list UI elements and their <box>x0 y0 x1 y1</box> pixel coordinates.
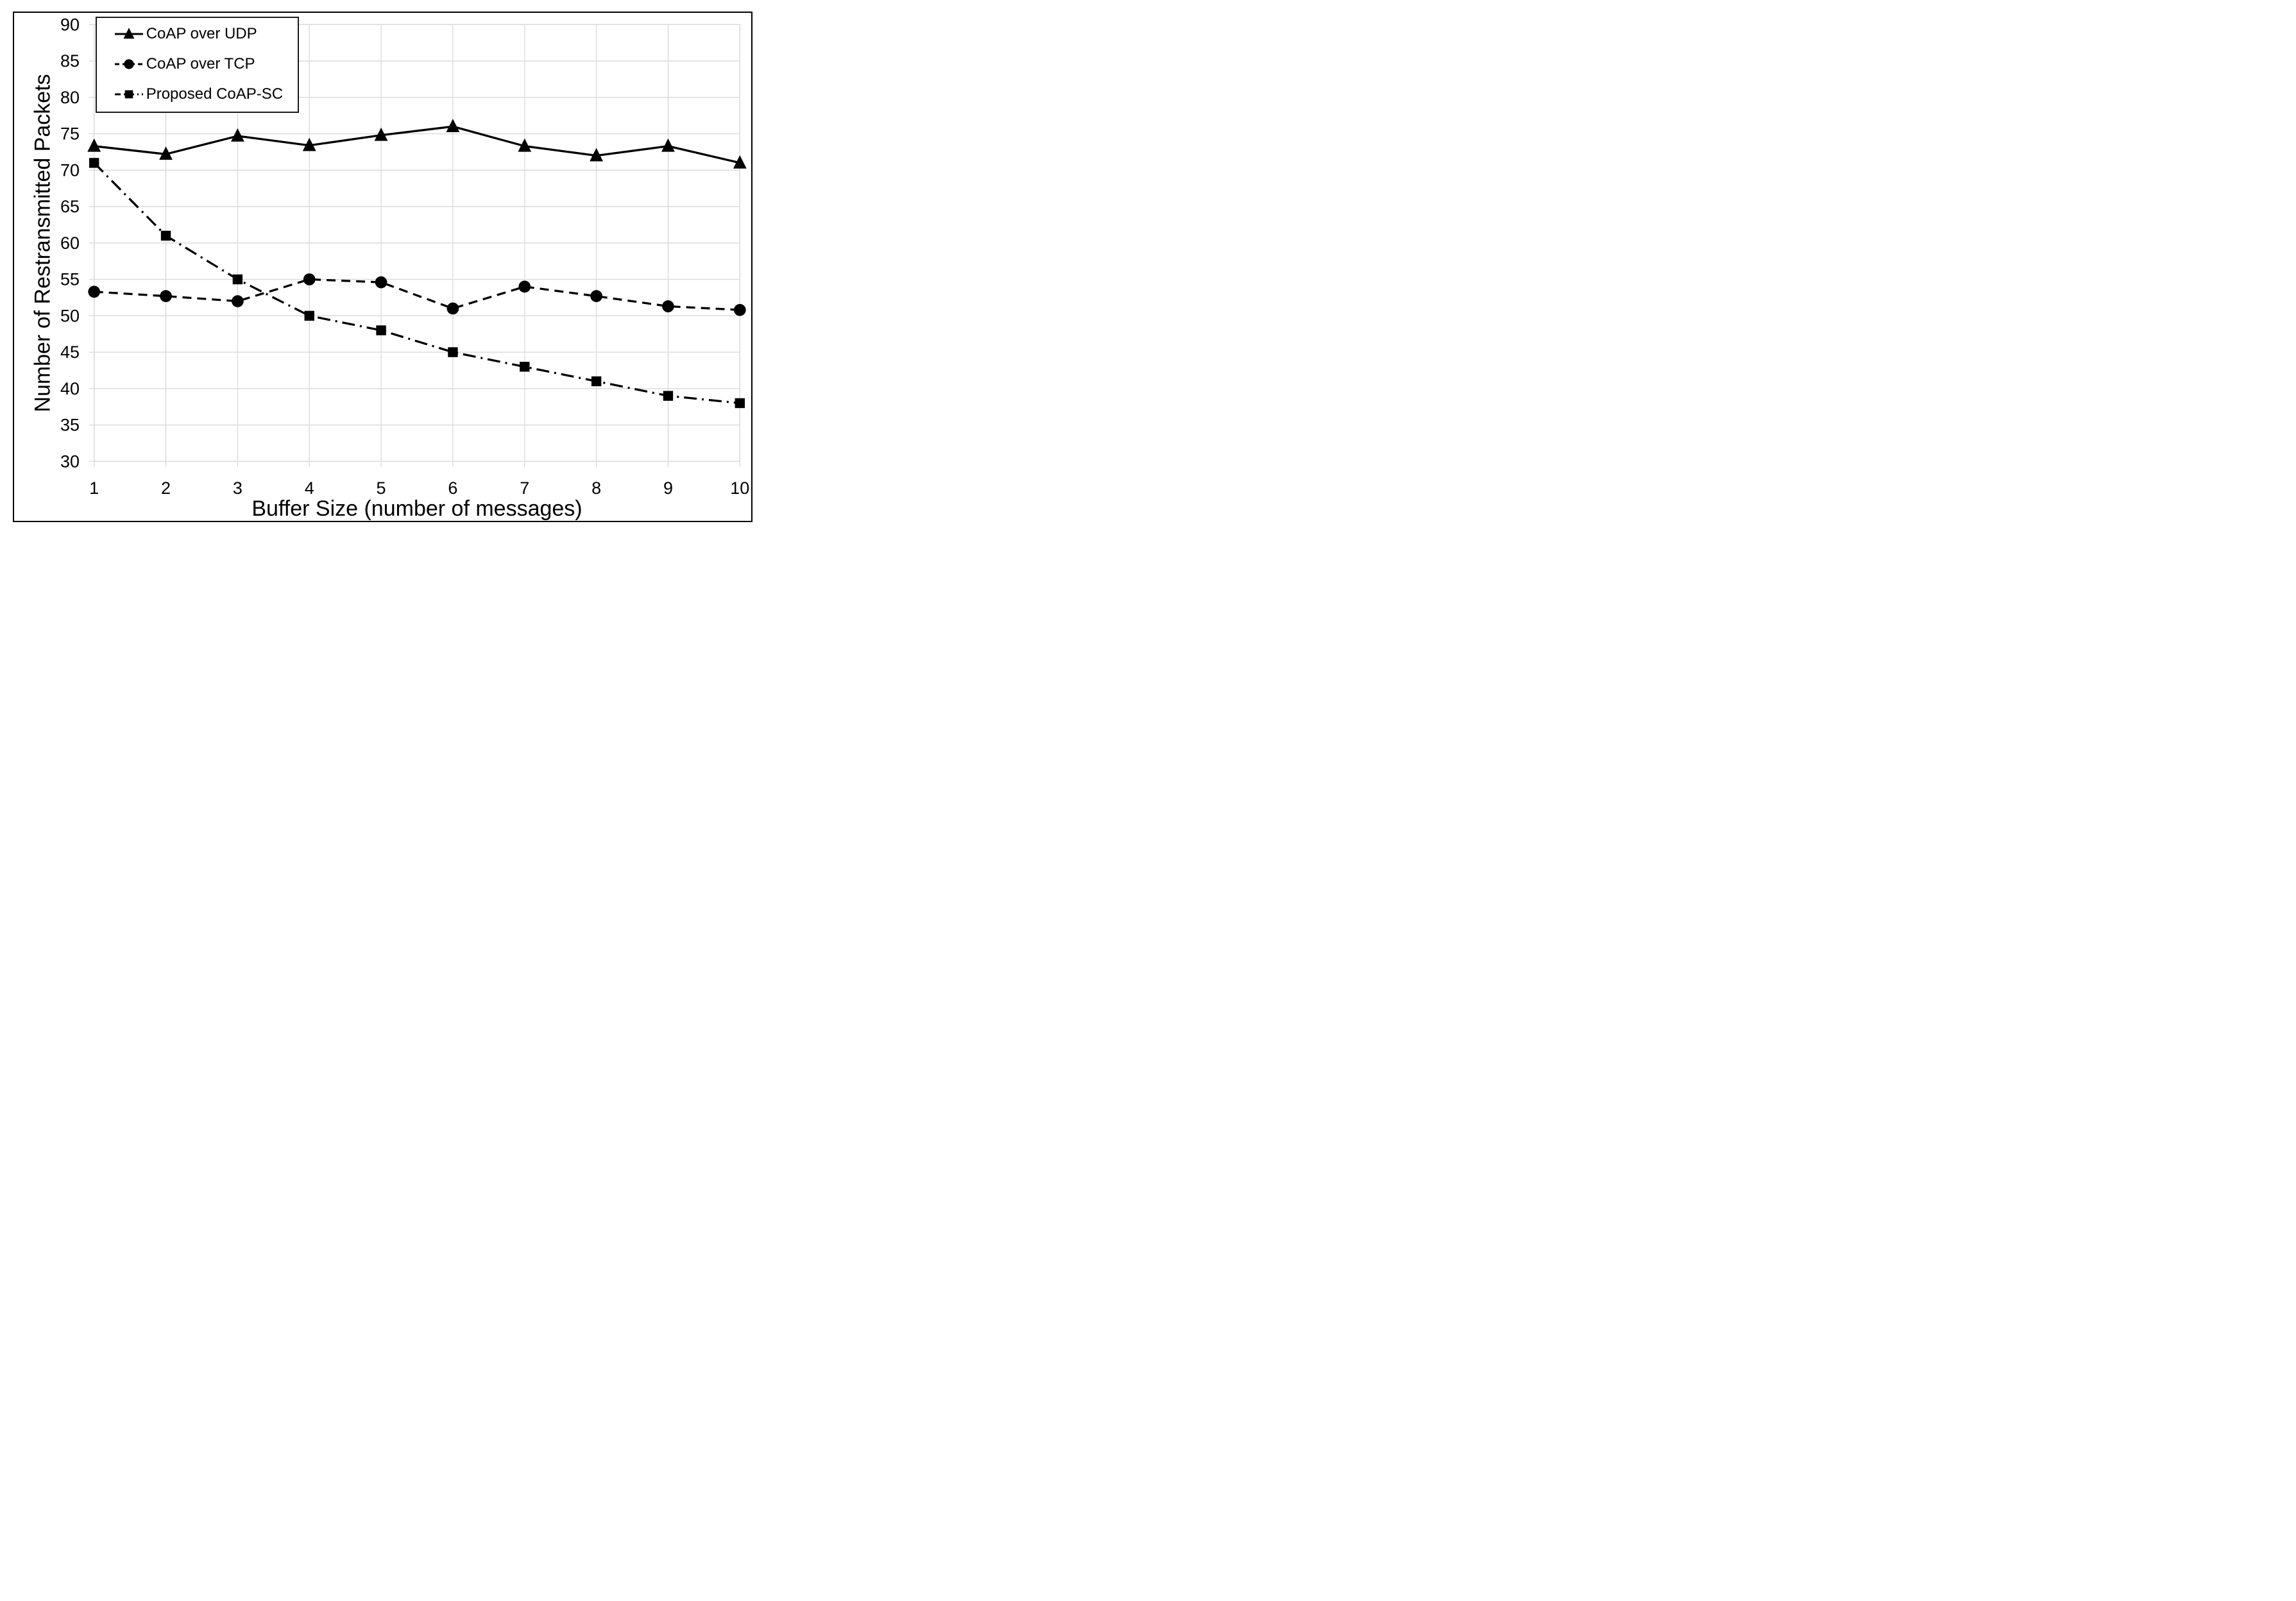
legend-label: CoAP over TCP <box>146 55 255 73</box>
legend-entry-proposed-coap-sc: Proposed CoAP-SC <box>114 83 294 105</box>
line-chart-figure: 30 35 40 45 50 55 60 65 70 75 80 85 90 1 2 3 4 5 6 7 8 9 10 Bu… <box>0 0 765 534</box>
data-point-marker-proposed-coap-sc <box>520 362 530 372</box>
y-tick-label: 70 <box>60 160 80 180</box>
data-point-marker-coap-over-udp <box>87 138 101 152</box>
x-tick-label: 10 <box>730 479 749 498</box>
legend-sample-marker <box>123 28 135 39</box>
data-point-marker-coap-over-tcp <box>662 300 674 312</box>
y-tick-label: 60 <box>60 233 80 253</box>
data-point-marker-coap-over-tcp <box>160 290 172 303</box>
legend-entry-coap-over-udp: CoAP over UDP <box>114 23 294 45</box>
data-point-marker-coap-over-udp <box>374 127 388 141</box>
data-point-marker-proposed-coap-sc <box>376 325 386 335</box>
data-point-marker-coap-over-udp <box>590 148 604 162</box>
series-line-coap-over-udp <box>94 125 740 164</box>
legend-sample-marker <box>124 59 134 69</box>
data-point-marker-proposed-coap-sc <box>304 310 314 321</box>
data-point-marker-coap-over-udp <box>661 138 675 152</box>
data-point-marker-proposed-coap-sc <box>232 274 243 285</box>
data-point-marker-coap-over-udp <box>446 119 460 133</box>
data-point-marker-proposed-coap-sc <box>448 347 458 357</box>
data-point-marker-coap-over-tcp <box>446 302 459 315</box>
y-tick-label: 90 <box>60 15 80 34</box>
legend-marker-triangle-icon <box>114 28 143 39</box>
y-tick-label: 35 <box>60 416 80 435</box>
data-point-marker-coap-over-tcp <box>375 276 387 289</box>
legend-label: Proposed CoAP-SC <box>146 85 284 103</box>
series-proposed-coap-sc <box>89 158 745 409</box>
x-tick-label: 9 <box>663 479 673 498</box>
plot-border <box>94 24 740 462</box>
data-point-marker-coap-over-udp <box>518 138 532 152</box>
x-tick-label: 7 <box>520 479 529 498</box>
data-point-marker-coap-over-tcp <box>232 295 244 307</box>
y-tick-label: 75 <box>60 124 80 144</box>
x-tick-label: 3 <box>233 479 242 498</box>
data-point-marker-coap-over-udp <box>302 137 316 151</box>
series-coap-over-tcp <box>88 273 746 316</box>
x-tick-label: 8 <box>591 479 601 498</box>
data-point-marker-coap-over-udp <box>230 128 244 142</box>
y-tick-label: 85 <box>60 51 80 71</box>
data-point-marker-coap-over-tcp <box>88 285 101 298</box>
legend-label: CoAP over UDP <box>146 25 257 43</box>
x-tick-label: 1 <box>89 479 99 498</box>
x-tick-label: 4 <box>305 479 314 498</box>
x-tick-label: 6 <box>448 479 457 498</box>
series-line-proposed-coap-sc <box>93 162 740 405</box>
y-tick-label: 80 <box>60 88 80 107</box>
data-point-marker-coap-over-tcp <box>733 303 746 316</box>
legend-marker-square-icon <box>114 90 143 99</box>
series-line-coap-over-tcp <box>94 278 740 311</box>
y-tick-label: 65 <box>60 197 80 216</box>
y-tick-label: 50 <box>60 306 80 325</box>
data-point-marker-proposed-coap-sc <box>89 158 99 168</box>
legend-marker-circle-icon <box>114 59 143 69</box>
y-tick-label: 40 <box>60 379 80 398</box>
data-point-marker-proposed-coap-sc <box>663 391 674 401</box>
data-point-marker-coap-over-udp <box>159 146 173 160</box>
legend-entry-coap-over-tcp: CoAP over TCP <box>114 53 294 75</box>
y-axis-title: Number of Restransmitted Packets <box>30 74 55 412</box>
series-coap-over-udp <box>87 119 747 169</box>
x-tick-label: 5 <box>377 479 386 498</box>
data-point-marker-coap-over-tcp <box>303 273 316 285</box>
legend-sample-marker <box>124 90 133 99</box>
data-point-marker-proposed-coap-sc <box>591 376 602 387</box>
data-point-marker-coap-over-tcp <box>590 290 602 303</box>
chart-legend: CoAP over UDP CoAP over TCP Proposed CoA… <box>95 17 299 114</box>
y-tick-label: 45 <box>60 343 80 362</box>
x-axis-title: Buffer Size (number of messages) <box>251 496 583 521</box>
data-point-marker-proposed-coap-sc <box>735 398 745 409</box>
data-point-marker-coap-over-udp <box>733 155 747 169</box>
data-point-marker-coap-over-tcp <box>518 280 531 293</box>
data-point-marker-proposed-coap-sc <box>160 230 171 241</box>
y-tick-label: 30 <box>60 452 80 471</box>
x-tick-label: 2 <box>161 479 171 498</box>
y-tick-label: 55 <box>60 270 80 289</box>
